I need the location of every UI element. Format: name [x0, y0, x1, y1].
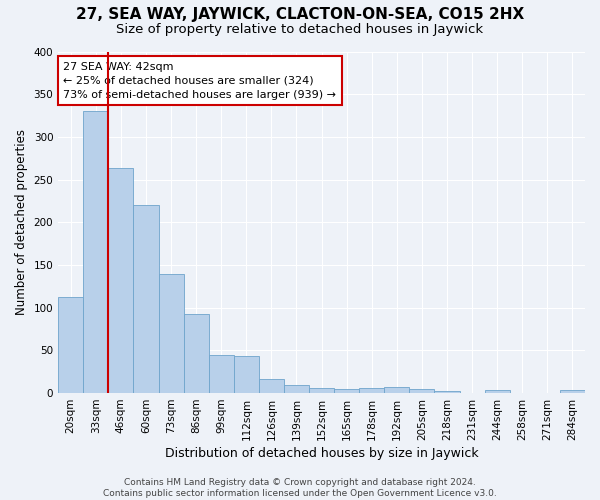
- Bar: [109, 168, 133, 393]
- Bar: [284, 386, 309, 393]
- Bar: [133, 205, 158, 393]
- Text: 27 SEA WAY: 42sqm
← 25% of detached houses are smaller (324)
73% of semi-detache: 27 SEA WAY: 42sqm ← 25% of detached hous…: [64, 62, 337, 100]
- Bar: [234, 356, 259, 393]
- Text: Contains HM Land Registry data © Crown copyright and database right 2024.
Contai: Contains HM Land Registry data © Crown c…: [103, 478, 497, 498]
- Bar: [334, 389, 359, 393]
- Bar: [385, 387, 409, 393]
- Y-axis label: Number of detached properties: Number of detached properties: [15, 130, 28, 316]
- Bar: [309, 388, 334, 393]
- Bar: [359, 388, 385, 393]
- Bar: [184, 314, 209, 393]
- Bar: [158, 274, 184, 393]
- Bar: [209, 356, 234, 393]
- Bar: [83, 112, 109, 393]
- Bar: [434, 390, 460, 393]
- X-axis label: Distribution of detached houses by size in Jaywick: Distribution of detached houses by size …: [165, 447, 478, 460]
- Bar: [560, 390, 585, 393]
- Text: Size of property relative to detached houses in Jaywick: Size of property relative to detached ho…: [116, 22, 484, 36]
- Bar: [58, 296, 83, 393]
- Bar: [409, 389, 434, 393]
- Bar: [485, 390, 510, 393]
- Bar: [259, 380, 284, 393]
- Text: 27, SEA WAY, JAYWICK, CLACTON-ON-SEA, CO15 2HX: 27, SEA WAY, JAYWICK, CLACTON-ON-SEA, CO…: [76, 8, 524, 22]
